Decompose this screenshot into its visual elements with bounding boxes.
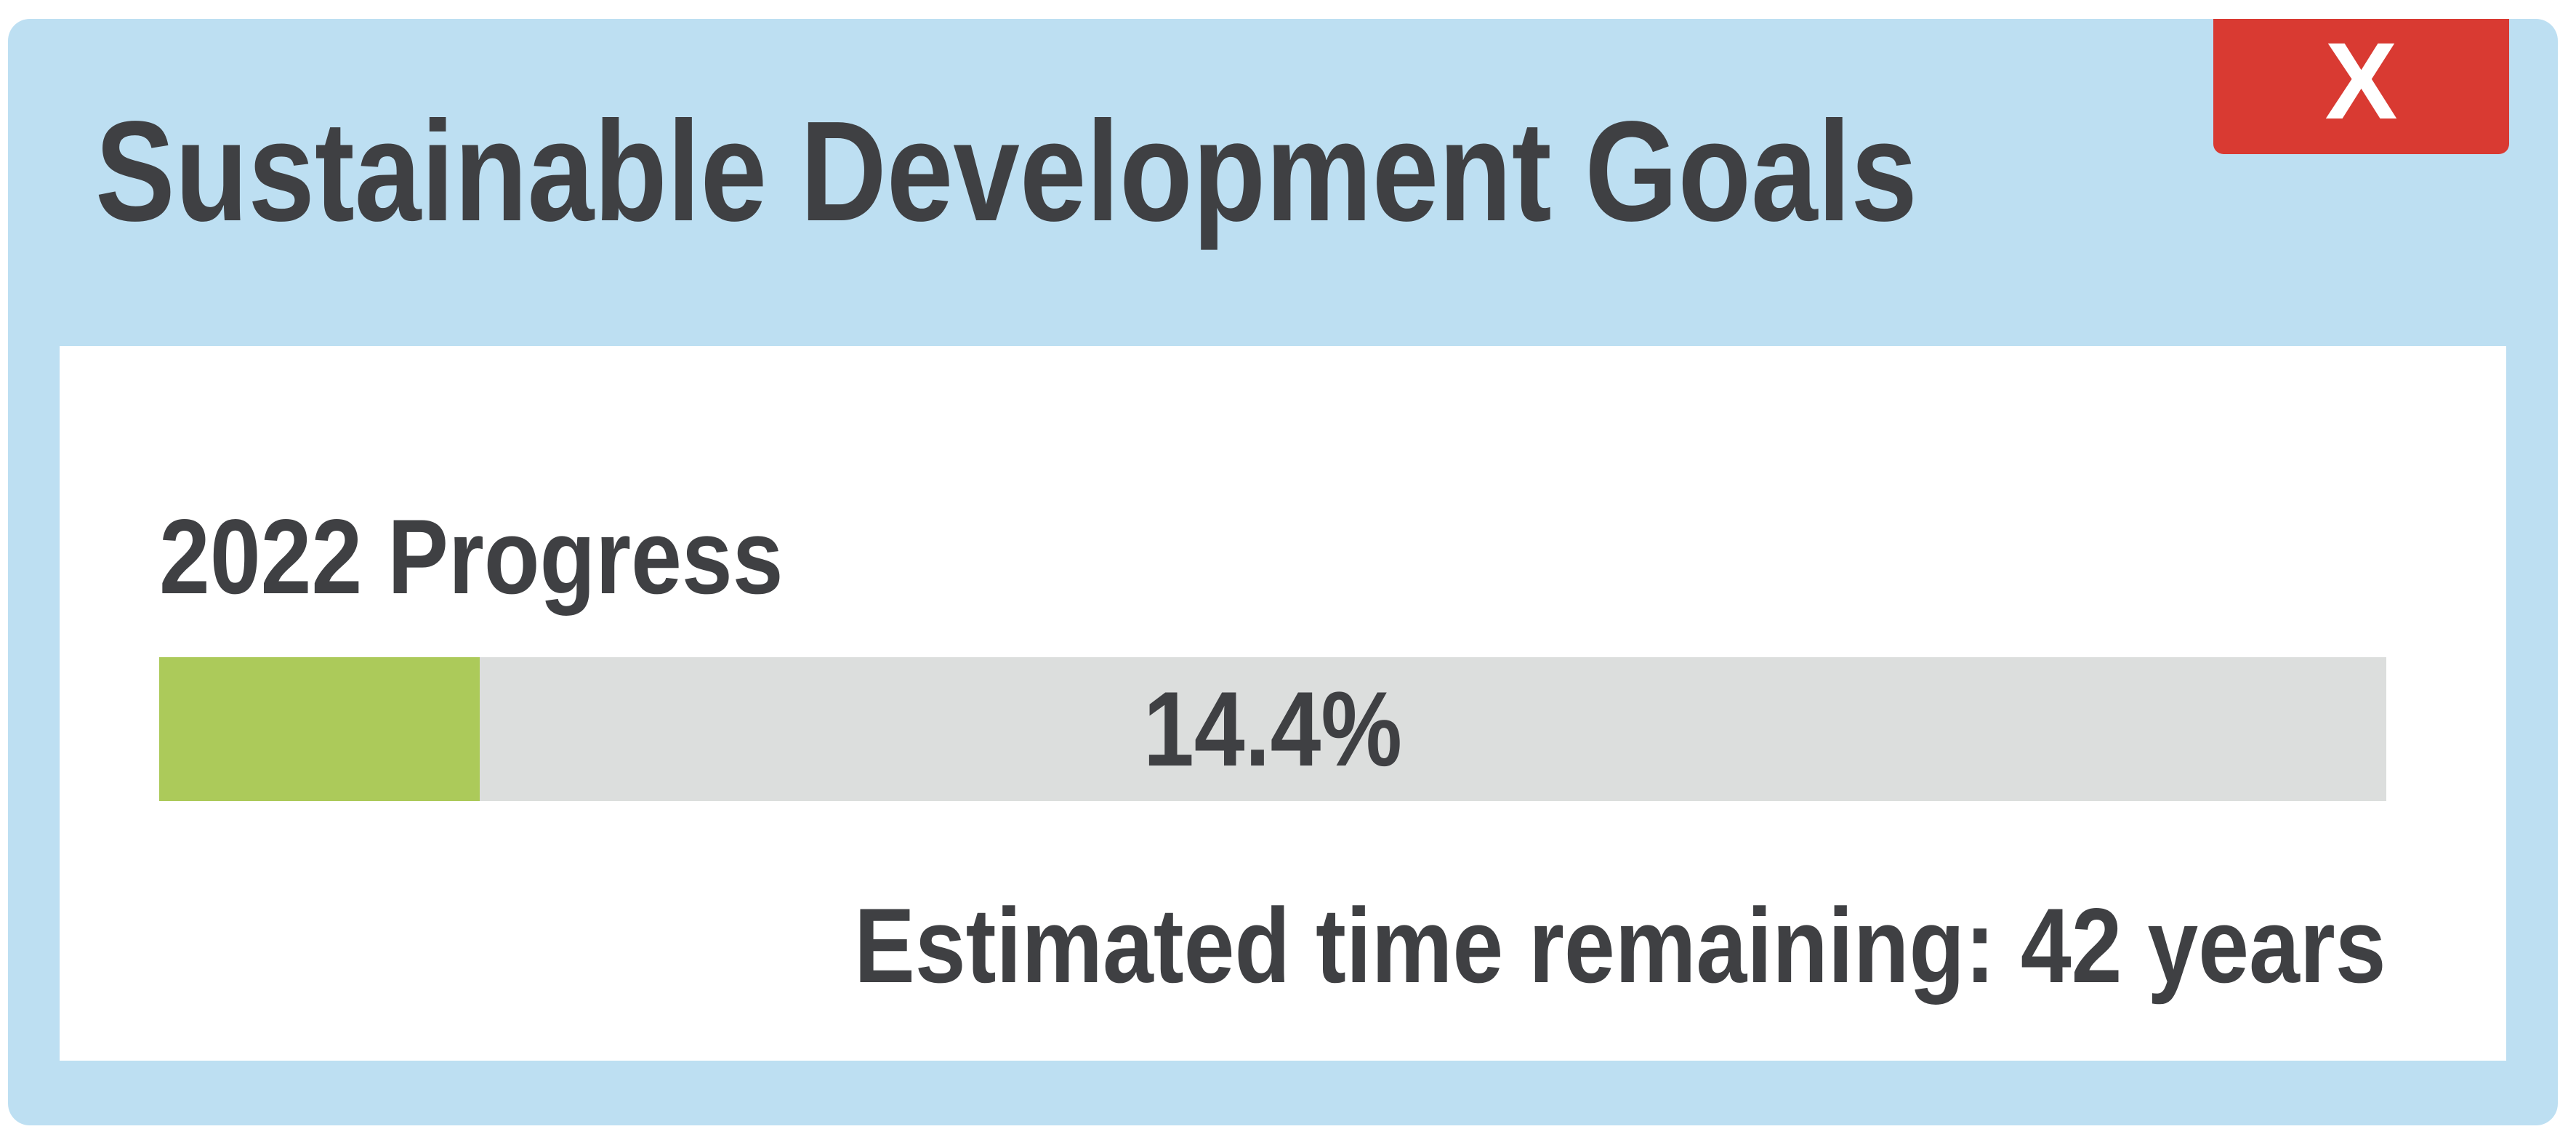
progress-percent-label: 14.4% (159, 657, 2386, 801)
close-button[interactable]: X (2213, 19, 2509, 154)
close-icon: X (2325, 20, 2398, 142)
window-title: Sustainable Development Goals (95, 92, 1917, 251)
progress-bar-fill (159, 657, 480, 801)
progress-heading: 2022 Progress (159, 497, 784, 616)
dialog-window: Sustainable Development Goals X 2022 Pro… (8, 19, 2558, 1125)
progress-percent-text: 14.4% (1143, 670, 1403, 788)
content-panel: 2022 Progress 14.4% Estimated time remai… (60, 346, 2506, 1061)
estimated-time-remaining: Estimated time remaining: 42 years (854, 886, 2386, 1005)
progress-bar: 14.4% (159, 657, 2386, 801)
